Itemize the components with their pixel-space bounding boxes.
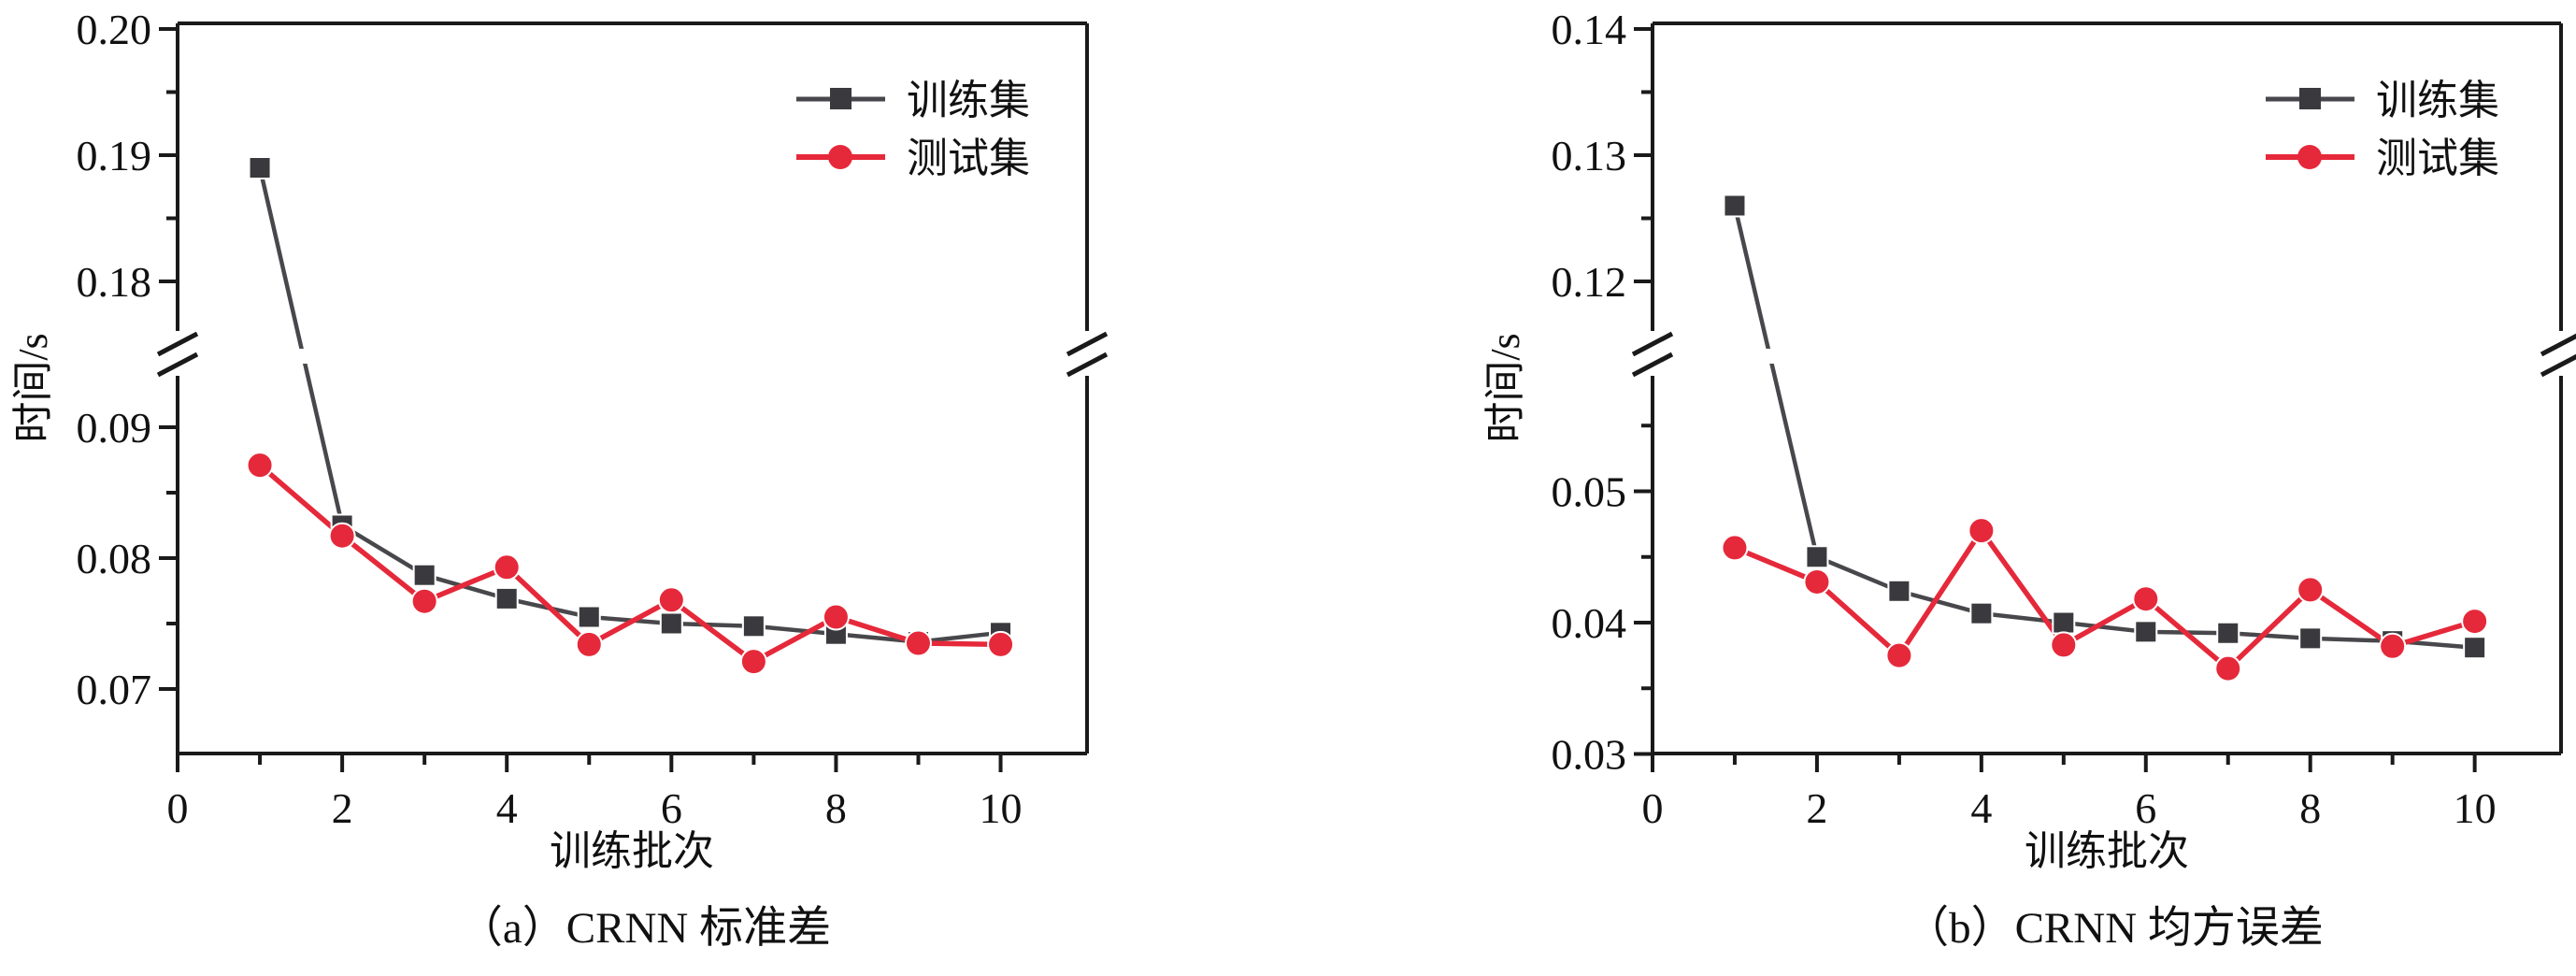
y-tick-label: 0.12 <box>1552 258 1627 306</box>
axis-break-gap <box>181 349 1083 364</box>
series-train-line <box>257 166 1001 644</box>
x-tick-label: 6 <box>2135 784 2156 832</box>
y-tick-label: 0.09 <box>77 404 152 452</box>
panel-b-plot-area: 0.14 0.13 0.12 0.05 0.04 0.03 0 2 4 6 8 10 <box>1552 6 2576 832</box>
legend: 训练集 测试集 <box>796 78 1030 181</box>
series-train-line <box>1732 205 2475 650</box>
x-axis-label: 训练批次 <box>2025 828 2189 874</box>
y-tick-label: 0.13 <box>1552 132 1627 179</box>
series-test-marker <box>2132 585 2160 613</box>
legend-train-marker-icon <box>2299 88 2321 109</box>
y-tick-label: 0.08 <box>77 535 152 582</box>
axis-break-icon <box>2540 353 2576 378</box>
legend: 训练集 测试集 <box>2266 78 2499 181</box>
series-test-line <box>258 463 1001 665</box>
legend-test-label: 测试集 <box>907 136 1030 181</box>
series-train-marker <box>2134 620 2158 644</box>
x-tick-label: 6 <box>661 784 682 832</box>
axis-break-icon <box>1066 331 1109 357</box>
x-tick-label: 0 <box>1642 784 1664 832</box>
series-test-marker <box>2214 654 2242 682</box>
series-train-marker <box>1805 545 1829 569</box>
x-tick-label: 0 <box>167 784 189 832</box>
series-train-marker <box>741 614 766 639</box>
legend-test-label: 测试集 <box>2376 136 2499 181</box>
x-axis-label: 训练批次 <box>550 828 714 874</box>
axis-break-icon <box>1066 352 1109 378</box>
y-tick-label: 0.03 <box>1552 731 1627 779</box>
axis-break-icon <box>1631 331 1674 357</box>
legend-test-marker-icon <box>2297 145 2322 169</box>
y-tick-label: 0.18 <box>77 258 152 306</box>
panel-caption: （b）CRNN 均方误差 <box>1905 904 2324 953</box>
series-test-marker <box>410 587 438 615</box>
y-axis-label: 时间/s <box>1482 333 1528 442</box>
series-test-line <box>1733 525 2476 672</box>
series-test-marker <box>2461 608 2489 636</box>
series-train-marker <box>577 605 601 629</box>
legend-train-marker-icon <box>830 88 852 109</box>
axis-break-icon <box>2540 333 2576 357</box>
axis-break-icon <box>156 331 199 357</box>
axis-break-gap <box>1656 349 2557 364</box>
series-test-marker <box>2050 631 2078 659</box>
series-train-marker <box>2463 636 2487 660</box>
y-tick-label: 0.19 <box>77 132 152 179</box>
x-tick-label: 4 <box>1970 784 1992 832</box>
series-test-marker <box>1721 534 1749 562</box>
series-train-marker <box>248 156 272 179</box>
y-tick-label: 0.14 <box>1552 6 1627 53</box>
y-tick-label: 0.05 <box>1552 468 1627 516</box>
series-test-marker <box>575 630 603 658</box>
series-test-marker <box>1968 517 1996 545</box>
y-tick-label: 0.20 <box>77 6 152 53</box>
series-test-marker <box>987 630 1015 658</box>
series-train-marker <box>494 586 519 610</box>
series-test-marker <box>246 452 274 480</box>
y-tick-label: 0.04 <box>1552 599 1627 647</box>
series-test-marker <box>822 603 850 631</box>
series-test-marker <box>739 648 767 676</box>
series-train-marker <box>1887 579 1911 603</box>
series-train-marker <box>2052 610 2076 635</box>
x-tick-label: 2 <box>332 784 353 832</box>
legend-test-marker-icon <box>828 145 852 169</box>
series-train-marker <box>412 563 436 587</box>
y-tick-label: 0.07 <box>77 666 152 713</box>
x-tick-label: 4 <box>496 784 518 832</box>
series-train-marker <box>1723 194 1747 218</box>
series-test-marker <box>2297 576 2325 604</box>
legend-train-label: 训练集 <box>907 78 1030 123</box>
y-axis-label: 时间/s <box>10 333 56 442</box>
series-test-marker <box>493 553 521 581</box>
panel-caption: （a）CRNN 标准差 <box>459 904 831 953</box>
axis-break-icon <box>1631 352 1674 378</box>
series-train-marker <box>659 611 683 636</box>
panel-a-plot-area: 0.20 0.19 0.18 0.09 0.08 0.07 0 2 4 6 8 10 <box>77 6 1109 832</box>
series-test-marker <box>657 586 685 614</box>
axis-break-icon <box>156 352 199 378</box>
series-test-marker <box>1885 641 1913 669</box>
series-train-marker <box>1969 601 1994 625</box>
x-tick-label: 10 <box>980 784 1023 832</box>
x-tick-label: 8 <box>825 784 847 832</box>
series-test-marker <box>328 522 356 550</box>
legend-train-label: 训练集 <box>2376 78 2499 123</box>
series-train-marker <box>2216 621 2240 645</box>
series-test-marker <box>2379 632 2407 660</box>
x-tick-label: 10 <box>2454 784 2497 832</box>
series-test-marker <box>904 629 932 657</box>
series-train-marker <box>2298 626 2323 651</box>
series-test-marker <box>1803 567 1831 596</box>
x-tick-label: 8 <box>2299 784 2321 832</box>
x-tick-label: 2 <box>1806 784 1827 832</box>
